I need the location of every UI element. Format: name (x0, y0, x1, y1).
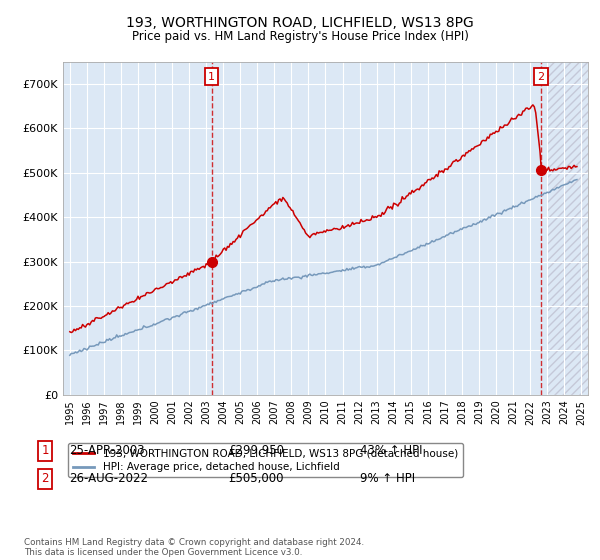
Text: £299,950: £299,950 (228, 444, 284, 458)
Legend: 193, WORTHINGTON ROAD, LICHFIELD, WS13 8PG (detached house), HPI: Average price,: 193, WORTHINGTON ROAD, LICHFIELD, WS13 8… (68, 444, 463, 477)
Bar (547, 62, 588, 395)
Text: 26-AUG-2022: 26-AUG-2022 (69, 472, 148, 486)
Text: 2: 2 (41, 472, 49, 486)
Text: 1: 1 (41, 444, 49, 458)
Text: 25-APR-2003: 25-APR-2003 (69, 444, 145, 458)
Text: 1: 1 (208, 72, 215, 82)
Text: Price paid vs. HM Land Registry's House Price Index (HPI): Price paid vs. HM Land Registry's House … (131, 30, 469, 43)
Text: Contains HM Land Registry data © Crown copyright and database right 2024.
This d: Contains HM Land Registry data © Crown c… (24, 538, 364, 557)
Text: £505,000: £505,000 (228, 472, 284, 486)
Text: 193, WORTHINGTON ROAD, LICHFIELD, WS13 8PG: 193, WORTHINGTON ROAD, LICHFIELD, WS13 8… (126, 16, 474, 30)
Text: 9% ↑ HPI: 9% ↑ HPI (360, 472, 415, 486)
Text: 43% ↑ HPI: 43% ↑ HPI (360, 444, 422, 458)
Text: 2: 2 (538, 72, 545, 82)
